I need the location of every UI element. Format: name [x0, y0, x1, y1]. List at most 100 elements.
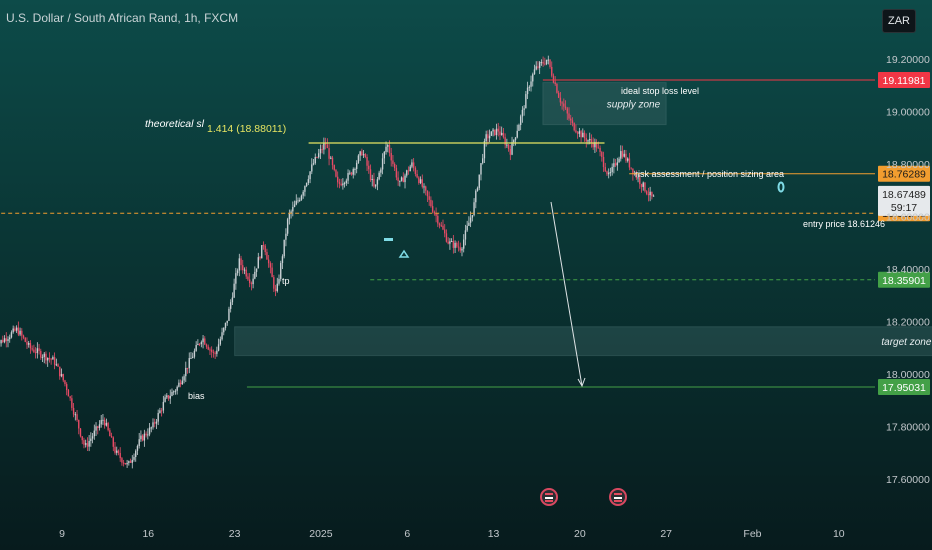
candle-body [566, 108, 568, 114]
candle-body [594, 142, 596, 148]
candle-body [469, 217, 472, 223]
candle-body [238, 258, 241, 271]
candle-body [340, 183, 342, 186]
candle-body [537, 66, 539, 68]
candle-body [412, 162, 415, 168]
candle-body [627, 158, 629, 161]
chart-title: U.S. Dollar / South African Rand, 1h, FX… [6, 11, 239, 25]
candle-body [166, 395, 168, 398]
candle-body [373, 178, 375, 187]
candle-body [235, 273, 237, 284]
candle-body [589, 139, 591, 141]
candle-body [299, 199, 301, 201]
candle-body [271, 267, 273, 278]
candle-body [259, 257, 261, 259]
candle-body [62, 374, 64, 381]
candle-body [195, 345, 197, 351]
candle-body [576, 132, 579, 134]
candle-body [186, 367, 189, 369]
candle-body [514, 137, 517, 141]
candle-body [418, 177, 420, 183]
candle-body [71, 398, 73, 408]
level-tag-1 [878, 165, 930, 182]
zone-1 [234, 326, 932, 357]
candle-body [376, 179, 379, 185]
candle-body [478, 174, 480, 188]
candle-body [309, 171, 311, 180]
candle-body [540, 61, 543, 63]
candle-body [525, 94, 527, 109]
candle-body [221, 332, 223, 340]
candle-body [639, 177, 641, 185]
candle-body [205, 344, 208, 347]
candle-body [97, 426, 99, 428]
current-price-tag [878, 185, 930, 216]
candle-body [338, 182, 341, 184]
us-flag-stripe [545, 497, 553, 499]
candle-body [314, 156, 316, 164]
candle-body [302, 191, 304, 196]
candle-body [437, 215, 439, 224]
candle-body [311, 164, 313, 172]
candle-body [148, 427, 151, 435]
candle-body [433, 211, 436, 214]
candle-body [38, 348, 40, 351]
bias-label: bias [188, 391, 205, 401]
candle-body [285, 233, 287, 240]
candle-body [449, 241, 451, 244]
candle-body [587, 140, 589, 142]
candle-body [357, 155, 360, 163]
candle-body [521, 109, 524, 117]
candle-body [293, 204, 296, 207]
candle-body [545, 59, 548, 64]
candle-body [597, 147, 600, 149]
candle-body [181, 380, 184, 385]
x-tick-label: 2025 [309, 528, 333, 540]
currency-selector[interactable]: ZAR [882, 9, 916, 33]
candle-body [611, 166, 613, 173]
candle-body [414, 167, 417, 174]
candle-body [60, 374, 63, 377]
candle-body [219, 339, 222, 345]
candle-body [83, 440, 85, 445]
candle-body [580, 131, 582, 138]
theoretical-sl-label: theoretical sl [145, 118, 205, 130]
candle-body [193, 350, 196, 357]
candle-body [261, 245, 263, 259]
candle-body [578, 131, 581, 134]
candle-body [136, 445, 139, 451]
candles-layer [0, 55, 655, 469]
candle-body [36, 348, 39, 353]
candle-body [399, 180, 401, 182]
candle-body [380, 169, 382, 173]
candle-body [229, 302, 232, 309]
candle-body [191, 356, 194, 358]
candle-body [33, 349, 35, 353]
candle-body [133, 456, 135, 460]
candle-body [556, 84, 558, 93]
candle-body [445, 233, 448, 242]
candle-body [226, 320, 228, 323]
y-tick-label: 18.20000 [886, 317, 930, 329]
candle-body [286, 219, 289, 234]
candle-body [352, 169, 354, 175]
candle-body [516, 130, 518, 138]
level-tag-0 [878, 72, 930, 89]
candle-body [490, 131, 493, 136]
candle-body [288, 213, 291, 220]
candle-body [214, 352, 216, 354]
candle-body [442, 225, 444, 230]
candle-body [212, 351, 215, 353]
entry-label: entry price 18.61246 [803, 219, 885, 229]
candle-body [24, 337, 26, 342]
candle-body [571, 120, 574, 124]
candle-body [323, 143, 325, 150]
candle-body [183, 376, 185, 381]
candle-body [347, 173, 349, 181]
candle-body [67, 390, 70, 397]
candle-body [397, 177, 399, 182]
candle-body [207, 346, 209, 350]
candle-body [173, 391, 175, 393]
candle-body [117, 450, 120, 454]
